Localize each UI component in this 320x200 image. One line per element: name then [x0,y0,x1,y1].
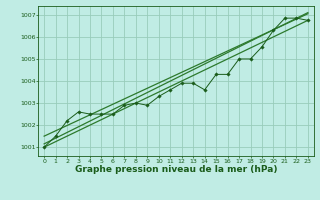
X-axis label: Graphe pression niveau de la mer (hPa): Graphe pression niveau de la mer (hPa) [75,165,277,174]
